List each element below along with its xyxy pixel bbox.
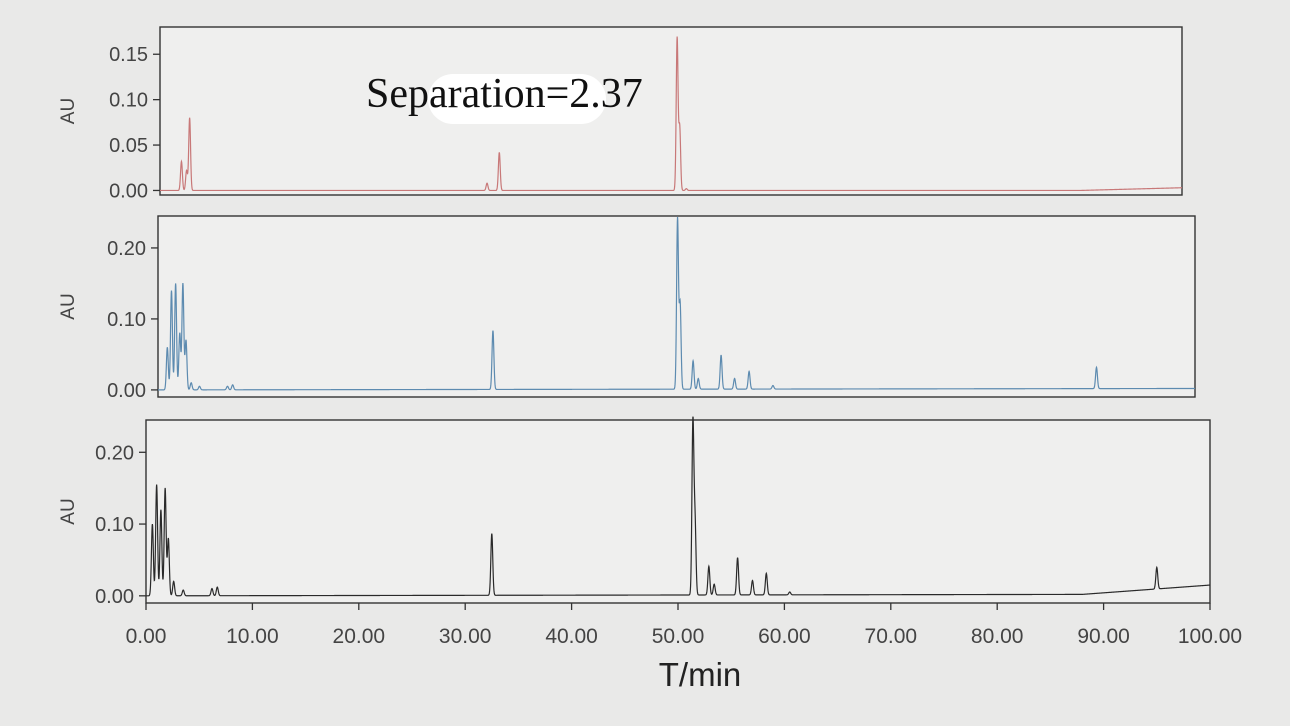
separation-text: Separation=2.37 bbox=[366, 71, 643, 117]
y-tick-label: 0.00 bbox=[109, 180, 148, 202]
x-tick-label: 10.00 bbox=[226, 625, 279, 648]
x-tick-label: 70.00 bbox=[865, 625, 918, 648]
y-axis-label: AU bbox=[58, 498, 79, 524]
chromatogram-trace bbox=[160, 36, 1182, 192]
separation-annotation: Separation=2.37 bbox=[358, 70, 668, 126]
y-tick-label: 0.20 bbox=[95, 442, 134, 464]
y-tick-label: 0.10 bbox=[107, 309, 146, 331]
x-tick-label: 80.00 bbox=[971, 625, 1024, 648]
chromatogram-trace bbox=[146, 416, 1211, 597]
x-tick-label: 40.00 bbox=[545, 625, 598, 648]
plot-frame bbox=[159, 26, 1183, 196]
x-axis-title: T/min bbox=[658, 656, 742, 693]
y-axis-label: AU bbox=[58, 293, 79, 319]
y-axis-label: AU bbox=[58, 98, 79, 124]
plot-frame bbox=[145, 419, 1211, 604]
x-tick-label: 60.00 bbox=[758, 625, 811, 648]
x-tick-label: 30.00 bbox=[439, 625, 492, 648]
chart-panel-2: 0.00 0.10 0.20 AU bbox=[58, 215, 1196, 402]
x-tick-label: 90.00 bbox=[1077, 625, 1130, 648]
y-tick-label: 0.05 bbox=[109, 135, 148, 157]
x-tick-label: 20.00 bbox=[333, 625, 386, 648]
chart-panel-1: 0.00 0.05 0.10 0.15 AU bbox=[58, 26, 1183, 202]
y-tick-label: 0.00 bbox=[95, 586, 134, 608]
y-tick-label: 0.15 bbox=[109, 44, 148, 66]
x-tick-label: 100.00 bbox=[1178, 625, 1242, 648]
y-tick-label: 0.20 bbox=[107, 238, 146, 260]
chart-panel-3: 0.00 0.10 0.20 AU 0.00 10.00 20.00 30.00 40.00 50… bbox=[58, 416, 1242, 648]
chromatogram-trace bbox=[158, 216, 1195, 391]
x-tick-label: 50.00 bbox=[652, 625, 705, 648]
y-tick-label: 0.10 bbox=[109, 90, 148, 112]
x-tick-label: 0.00 bbox=[126, 625, 167, 648]
y-tick-label: 0.00 bbox=[107, 380, 146, 402]
y-tick-label: 0.10 bbox=[95, 514, 134, 536]
highlight-blob bbox=[428, 74, 606, 124]
